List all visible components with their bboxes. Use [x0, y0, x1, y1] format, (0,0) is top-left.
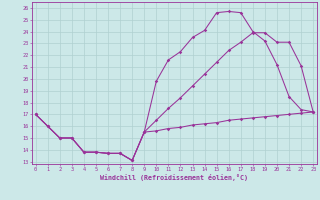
X-axis label: Windchill (Refroidissement éolien,°C): Windchill (Refroidissement éolien,°C) — [100, 174, 248, 181]
